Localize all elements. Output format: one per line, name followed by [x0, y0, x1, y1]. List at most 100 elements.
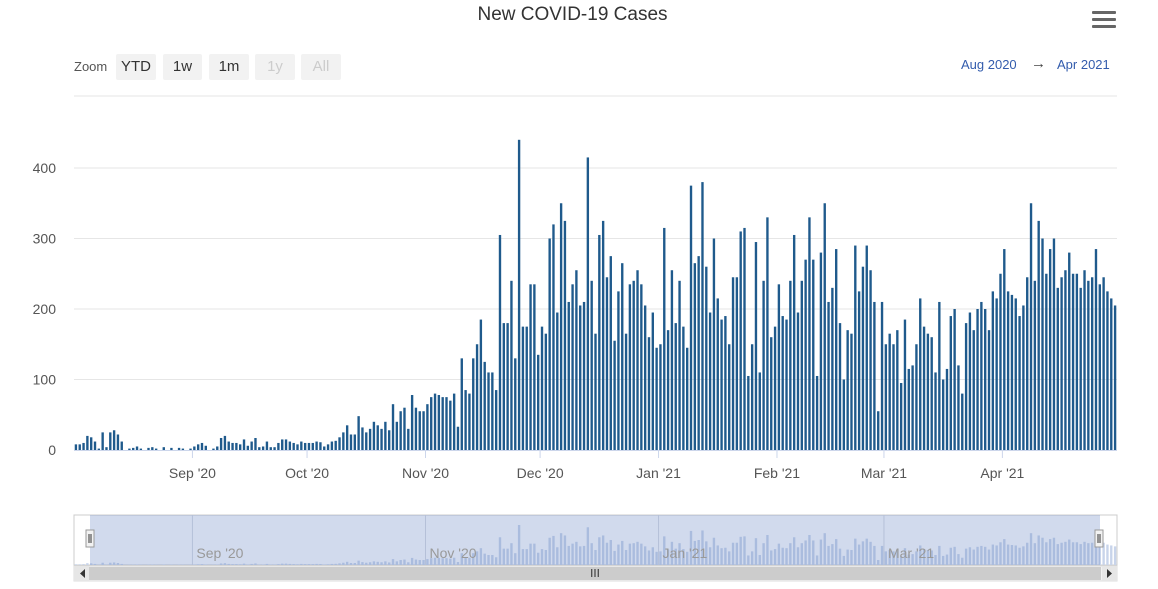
bar: [1003, 249, 1006, 450]
zoom-1m-button[interactable]: 1m: [209, 54, 249, 80]
navigator-bar: [777, 543, 781, 565]
bar: [1014, 298, 1017, 450]
bar: [506, 323, 509, 450]
navigator-bar: [1083, 541, 1086, 565]
bar: [1087, 280, 1090, 450]
bar: [880, 301, 884, 450]
bar: [1029, 203, 1033, 450]
bar: [624, 333, 628, 450]
range-to[interactable]: Apr 2021: [1057, 57, 1110, 72]
context-menu-icon[interactable]: [1092, 11, 1116, 31]
bar: [212, 448, 215, 450]
navigator-bar: [915, 551, 918, 565]
bar: [380, 428, 383, 450]
navigator-bar: [414, 559, 418, 565]
navigator-bar: [689, 530, 693, 565]
navigator-bar: [617, 544, 620, 565]
scrollbar-thumb[interactable]: [89, 567, 1101, 580]
bar: [1075, 273, 1079, 450]
bar: [945, 368, 949, 450]
bar: [819, 252, 823, 450]
navigator-bar: [1041, 537, 1044, 565]
navigator-bar: [926, 550, 930, 565]
navigator-bar: [407, 562, 410, 565]
bar: [468, 393, 471, 450]
navigator-bar: [808, 535, 811, 565]
bar: [571, 284, 574, 450]
navigator-bar: [621, 540, 624, 565]
bar: [460, 358, 463, 450]
bar: [605, 277, 609, 450]
navigator-bar: [388, 562, 391, 565]
navigator-bar: [319, 564, 322, 565]
navigator-bar: [1026, 542, 1029, 565]
navigator-bar: [277, 564, 280, 565]
navigator-bar: [766, 535, 769, 565]
bar: [559, 203, 563, 450]
bar: [292, 442, 295, 450]
x-tick-label: Mar '21: [861, 465, 907, 481]
navigator-bar: [682, 549, 685, 565]
y-tick-label: 400: [33, 160, 57, 176]
navigator-bar: [567, 545, 570, 565]
bar: [456, 426, 460, 450]
zoom-1w-button[interactable]: 1w: [163, 54, 202, 80]
navigator-bar: [804, 540, 807, 565]
menu-line: [1092, 18, 1116, 21]
navigator-bar: [770, 550, 773, 565]
bar: [200, 442, 204, 450]
bar: [857, 291, 861, 451]
bar: [529, 284, 532, 450]
navigator-bar: [674, 548, 677, 565]
bar: [980, 301, 983, 450]
navigator-right-handle[interactable]: [1094, 529, 1104, 548]
bar: [300, 441, 303, 450]
bar: [1060, 277, 1063, 450]
bar: [254, 438, 257, 450]
bar: [750, 344, 754, 450]
x-tick-label: Sep '20: [169, 465, 216, 481]
x-tick-label: Dec '20: [517, 465, 564, 481]
bar: [365, 432, 368, 451]
navigator-bar: [219, 563, 223, 565]
bar: [598, 234, 601, 450]
bar: [575, 270, 578, 450]
navigator-bar: [330, 563, 334, 565]
range-from[interactable]: Aug 2020: [961, 57, 1017, 72]
bar: [827, 301, 830, 450]
bar: [269, 447, 272, 450]
bar: [766, 217, 769, 450]
bar: [808, 217, 811, 450]
bar: [1113, 305, 1117, 450]
navigator-bar: [850, 550, 853, 565]
navigator-bar: [361, 562, 364, 565]
bar: [219, 438, 223, 450]
navigator-left-handle[interactable]: [85, 529, 95, 548]
bar: [919, 298, 922, 450]
bar: [303, 442, 307, 450]
navigator-bar: [517, 525, 521, 565]
bar: [170, 447, 173, 450]
navigator-bar: [1094, 539, 1098, 565]
navigator-bar: [991, 544, 995, 565]
navigator-bar: [506, 548, 509, 565]
bar: [1110, 298, 1113, 450]
navigator-bar: [464, 557, 467, 565]
zoom-ytd-button[interactable]: YTD: [116, 54, 156, 80]
bar: [74, 444, 78, 450]
navigator-bar: [288, 563, 292, 565]
navigator-bar: [812, 540, 815, 565]
navigator-bar: [196, 564, 200, 565]
navigator-bar: [109, 562, 112, 565]
bar: [196, 444, 200, 450]
bar: [231, 442, 234, 450]
navigator-bar: [945, 554, 949, 565]
navigator-bar: [1018, 547, 1021, 565]
navigator-bar: [903, 548, 907, 565]
x-tick-label: Jan '21: [636, 465, 681, 481]
navigator-bar: [873, 545, 876, 565]
navigator-bar: [510, 543, 513, 565]
navigator-bar: [896, 549, 899, 565]
navigator-bar: [613, 550, 616, 565]
navigator-bar: [521, 549, 525, 565]
